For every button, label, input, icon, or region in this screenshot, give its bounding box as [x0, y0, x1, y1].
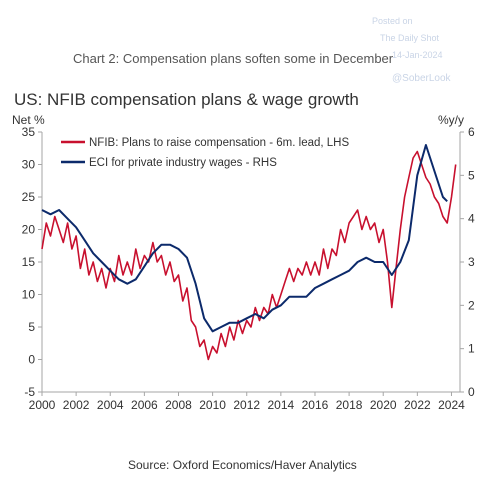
- x-tick-label: 2024: [438, 398, 465, 412]
- legend-label-eci: ECI for private industry wages - RHS: [89, 157, 277, 169]
- x-tick-label: 2008: [165, 398, 192, 412]
- legend-label-nfib: NFIB: Plans to raise compensation - 6m. …: [89, 137, 349, 149]
- y-right-tick-label: 6: [468, 125, 475, 139]
- y-left-tick-label: 20: [22, 223, 36, 237]
- y-left-tick-label: 10: [22, 288, 36, 302]
- axes: -5 0 5 10 15 20 25 30 35 0 1 2 3 4 5 6 2000 2002 2004 2006 2…: [22, 125, 475, 412]
- x-tick-label: 2022: [404, 398, 431, 412]
- y-right-tick-label: 5: [468, 168, 475, 182]
- y-right-tick-label: 0: [468, 385, 475, 399]
- x-tick-label: 2004: [97, 398, 124, 412]
- watermark-handle: @SoberLook: [392, 73, 452, 84]
- series-line-nfib: [41, 150, 457, 361]
- y-left-tick-label: -5: [24, 385, 35, 399]
- x-tick-label: 2014: [268, 398, 295, 412]
- x-tick-label: 2016: [302, 398, 329, 412]
- source-note: Source: Oxford Economics/Haver Analytics: [128, 458, 357, 472]
- x-tick-label: 2020: [370, 398, 397, 412]
- y-left-tick-label: 35: [22, 125, 36, 139]
- series-line-eci: [41, 144, 448, 333]
- watermark: Posted on The Daily Shot 14-Jan-2024 @So…: [372, 16, 452, 84]
- chart-title: US: NFIB compensation plans & wage growt…: [14, 90, 359, 109]
- watermark-line3: 14-Jan-2024: [392, 50, 443, 60]
- y-right-label: %y/y: [438, 113, 464, 127]
- x-tick-label: 2000: [29, 398, 56, 412]
- x-tick-label: 2012: [233, 398, 260, 412]
- y-left-tick-label: 30: [22, 158, 36, 172]
- y-left-tick-label: 25: [22, 190, 36, 204]
- y-right-tick-label: 4: [468, 212, 475, 226]
- x-tick-label: 2018: [336, 398, 363, 412]
- y-left-tick-label: 0: [28, 353, 35, 367]
- watermark-line2: The Daily Shot: [380, 33, 440, 43]
- y-right-tick-label: 1: [468, 342, 475, 356]
- y-left-tick-label: 5: [28, 320, 35, 334]
- legend: NFIB: Plans to raise compensation - 6m. …: [61, 137, 349, 169]
- y-right-tick-label: 3: [468, 255, 475, 269]
- chart-number-title: Chart 2: Compensation plans soften some …: [73, 51, 394, 66]
- y-right-tick-label: 2: [468, 298, 475, 312]
- x-tick-label: 2006: [131, 398, 158, 412]
- y-left-tick-label: 15: [22, 255, 36, 269]
- y-left-label: Net %: [12, 113, 45, 127]
- x-tick-label: 2010: [199, 398, 226, 412]
- x-tick-label: 2002: [63, 398, 90, 412]
- series-layer: [41, 144, 457, 361]
- watermark-line1: Posted on: [372, 16, 413, 26]
